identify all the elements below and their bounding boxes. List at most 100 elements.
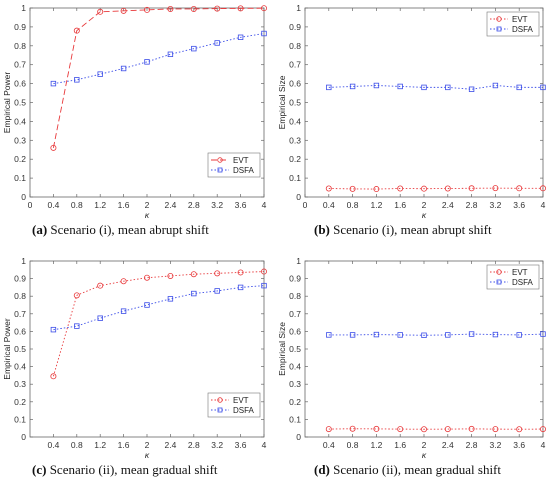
data-point-dsfa bbox=[50, 326, 57, 333]
series-line-dsfa bbox=[328, 85, 543, 90]
y-tick-label: 0.5 bbox=[289, 98, 301, 108]
x-tick-label: 1.6 bbox=[118, 200, 130, 210]
x-tick-label: 1.6 bbox=[394, 200, 406, 210]
data-point-dsfa bbox=[492, 82, 499, 89]
x-tick-label: 0.8 bbox=[71, 440, 83, 450]
data-point-dsfa bbox=[214, 288, 220, 294]
x-axis-label: κ bbox=[422, 450, 427, 459]
data-point-evt bbox=[73, 27, 80, 34]
x-tick-label: 2.8 bbox=[188, 440, 200, 450]
x-tick-label: 1.6 bbox=[118, 440, 130, 450]
data-point-dsfa bbox=[349, 332, 356, 338]
y-tick-label: 0.3 bbox=[14, 135, 26, 145]
x-tick-label: 0.4 bbox=[47, 200, 59, 210]
y-tick-label: 0.8 bbox=[14, 41, 26, 51]
y-tick-label: 0.6 bbox=[289, 79, 301, 89]
y-tick-label: 0.8 bbox=[289, 291, 301, 301]
legend-label: DSFA bbox=[233, 406, 255, 415]
caption-text: Scenario (i), mean abrupt shift bbox=[50, 222, 209, 237]
y-tick-label: 0.9 bbox=[289, 274, 301, 284]
data-point-evt bbox=[397, 426, 404, 433]
chart-panel-c: 0 0.1 0.2 0.3 0.4 0.5 0.6 0.7 0.8 0.9 1 0.4 0.8 1.2 1.… bbox=[2, 256, 267, 459]
data-point-dsfa bbox=[373, 82, 380, 89]
y-tick-label: 0.5 bbox=[14, 98, 26, 108]
chart-panel-d: 0 0.1 0.2 0.3 0.4 0.5 0.6 0.7 0.8 0.9 1 0.4 0.8 1.2 1.… bbox=[277, 256, 546, 459]
x-tick-label: 3.2 bbox=[489, 440, 501, 450]
x-tick-label: 2.8 bbox=[466, 440, 478, 450]
x-tick-label: 3.6 bbox=[513, 200, 525, 210]
legend-marker bbox=[496, 16, 502, 22]
legend-label: EVT bbox=[512, 268, 528, 277]
data-point-evt bbox=[420, 426, 427, 433]
x-tick-label: 2 bbox=[422, 200, 427, 210]
data-point-evt bbox=[120, 278, 127, 285]
y-tick-label: 0.7 bbox=[289, 309, 301, 319]
legend-label: EVT bbox=[233, 396, 249, 405]
data-point-dsfa bbox=[120, 65, 127, 72]
x-tick-label: 2.4 bbox=[164, 440, 176, 450]
data-point-evt bbox=[97, 8, 104, 15]
chart-panel-b: 0 0.1 0.2 0.3 0.4 0.5 0.6 0.7 0.8 0.9 1 0 0.4 0.8 1.2 1… bbox=[277, 3, 546, 220]
x-tick-label: 3.2 bbox=[211, 440, 223, 450]
x-tick-label: 2.4 bbox=[442, 200, 454, 210]
data-point-dsfa bbox=[349, 83, 356, 90]
data-point-evt bbox=[444, 426, 451, 433]
data-point-dsfa bbox=[516, 84, 522, 91]
data-point-evt bbox=[260, 5, 267, 12]
legend-marker bbox=[496, 26, 502, 32]
data-point-dsfa bbox=[167, 51, 174, 58]
legend-marker bbox=[496, 269, 502, 275]
data-point-dsfa bbox=[326, 332, 332, 338]
y-tick-label: 1 bbox=[21, 3, 26, 13]
data-point-dsfa bbox=[326, 84, 332, 91]
y-tick-label: 0.1 bbox=[289, 414, 301, 424]
series-line-dsfa bbox=[328, 333, 544, 336]
y-tick-label: 0 bbox=[21, 192, 26, 202]
x-tick-label: 2 bbox=[145, 440, 150, 450]
y-tick-label: 0.2 bbox=[14, 154, 26, 164]
data-point-dsfa bbox=[261, 282, 267, 289]
y-tick-label: 0.6 bbox=[289, 326, 301, 336]
x-tick-label: 3.6 bbox=[235, 440, 247, 450]
x-tick-label: 0.4 bbox=[47, 440, 59, 450]
caption-a: (a) Scenario (i), mean abrupt shift bbox=[32, 222, 209, 238]
data-point-evt bbox=[214, 5, 221, 12]
x-tick-label: 0 bbox=[28, 200, 33, 210]
data-point-evt bbox=[260, 268, 267, 275]
x-tick-label: 4 bbox=[262, 200, 267, 210]
data-point-evt bbox=[468, 425, 475, 432]
caption-label: (d) bbox=[314, 462, 330, 477]
y-axis-label: Empirical Size bbox=[277, 322, 287, 376]
caption-d: (d) Scenario (ii), mean gradual shift bbox=[314, 462, 501, 478]
data-point-dsfa bbox=[468, 331, 475, 337]
data-point-evt bbox=[373, 425, 380, 432]
x-tick-label: 4 bbox=[541, 200, 546, 210]
y-axis-label: Empirical Power bbox=[2, 72, 12, 134]
series-line-evt bbox=[328, 187, 543, 190]
data-point-evt bbox=[373, 186, 380, 193]
y-tick-label: 0.1 bbox=[14, 173, 26, 183]
plot-area bbox=[304, 260, 544, 438]
data-point-evt bbox=[97, 282, 104, 289]
y-tick-label: 0.1 bbox=[289, 173, 301, 183]
y-tick-label: 0 bbox=[296, 192, 301, 202]
x-tick-label: 2.8 bbox=[188, 200, 200, 210]
y-axis-label: Empirical Power bbox=[2, 318, 12, 380]
data-point-dsfa bbox=[120, 308, 127, 314]
legend-marker bbox=[217, 167, 223, 173]
x-axis-label: κ bbox=[145, 450, 150, 459]
caption-b: (b) Scenario (i), mean abrupt shift bbox=[314, 222, 492, 238]
chart-panel-a: 0 0.1 0.2 0.3 0.4 0.5 0.6 0.7 0.8 0.9 1 0 0.4 0.8 1.2 1… bbox=[2, 3, 267, 220]
data-point-evt bbox=[120, 7, 127, 14]
y-tick-label: 0.3 bbox=[14, 379, 26, 389]
series-line-evt bbox=[52, 271, 265, 377]
y-tick-label: 0.4 bbox=[289, 116, 301, 126]
y-tick-label: 0.4 bbox=[289, 362, 301, 372]
data-point-dsfa bbox=[397, 332, 403, 338]
series-line-dsfa bbox=[53, 33, 265, 85]
x-tick-label: 3.6 bbox=[235, 200, 247, 210]
data-point-dsfa bbox=[144, 59, 150, 65]
y-tick-label: 0.7 bbox=[289, 60, 301, 70]
